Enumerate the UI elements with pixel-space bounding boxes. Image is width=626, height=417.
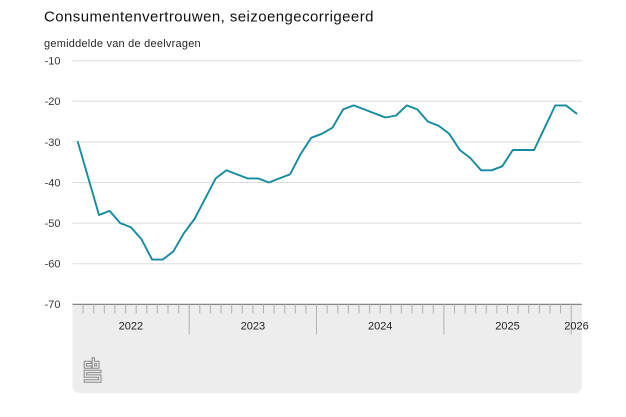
svg-text:-70: -70 [45,299,61,311]
svg-text:-50: -50 [45,218,61,230]
svg-text:-20: -20 [45,96,61,108]
svg-text:2026: 2026 [564,321,588,333]
svg-text:2025: 2025 [495,321,519,333]
svg-text:2024: 2024 [368,321,392,333]
svg-text:Consumentenvertrouwen, seizoen: Consumentenvertrouwen, seizoengecorrigee… [44,8,374,25]
svg-text:-30: -30 [45,137,61,149]
svg-text:2023: 2023 [241,321,265,333]
svg-text:2022: 2022 [119,321,143,333]
svg-text:gemiddelde van de deelvragen: gemiddelde van de deelvragen [44,38,201,50]
svg-text:-60: -60 [45,259,61,271]
svg-text:-10: -10 [45,56,61,68]
svg-text:-40: -40 [45,177,61,189]
